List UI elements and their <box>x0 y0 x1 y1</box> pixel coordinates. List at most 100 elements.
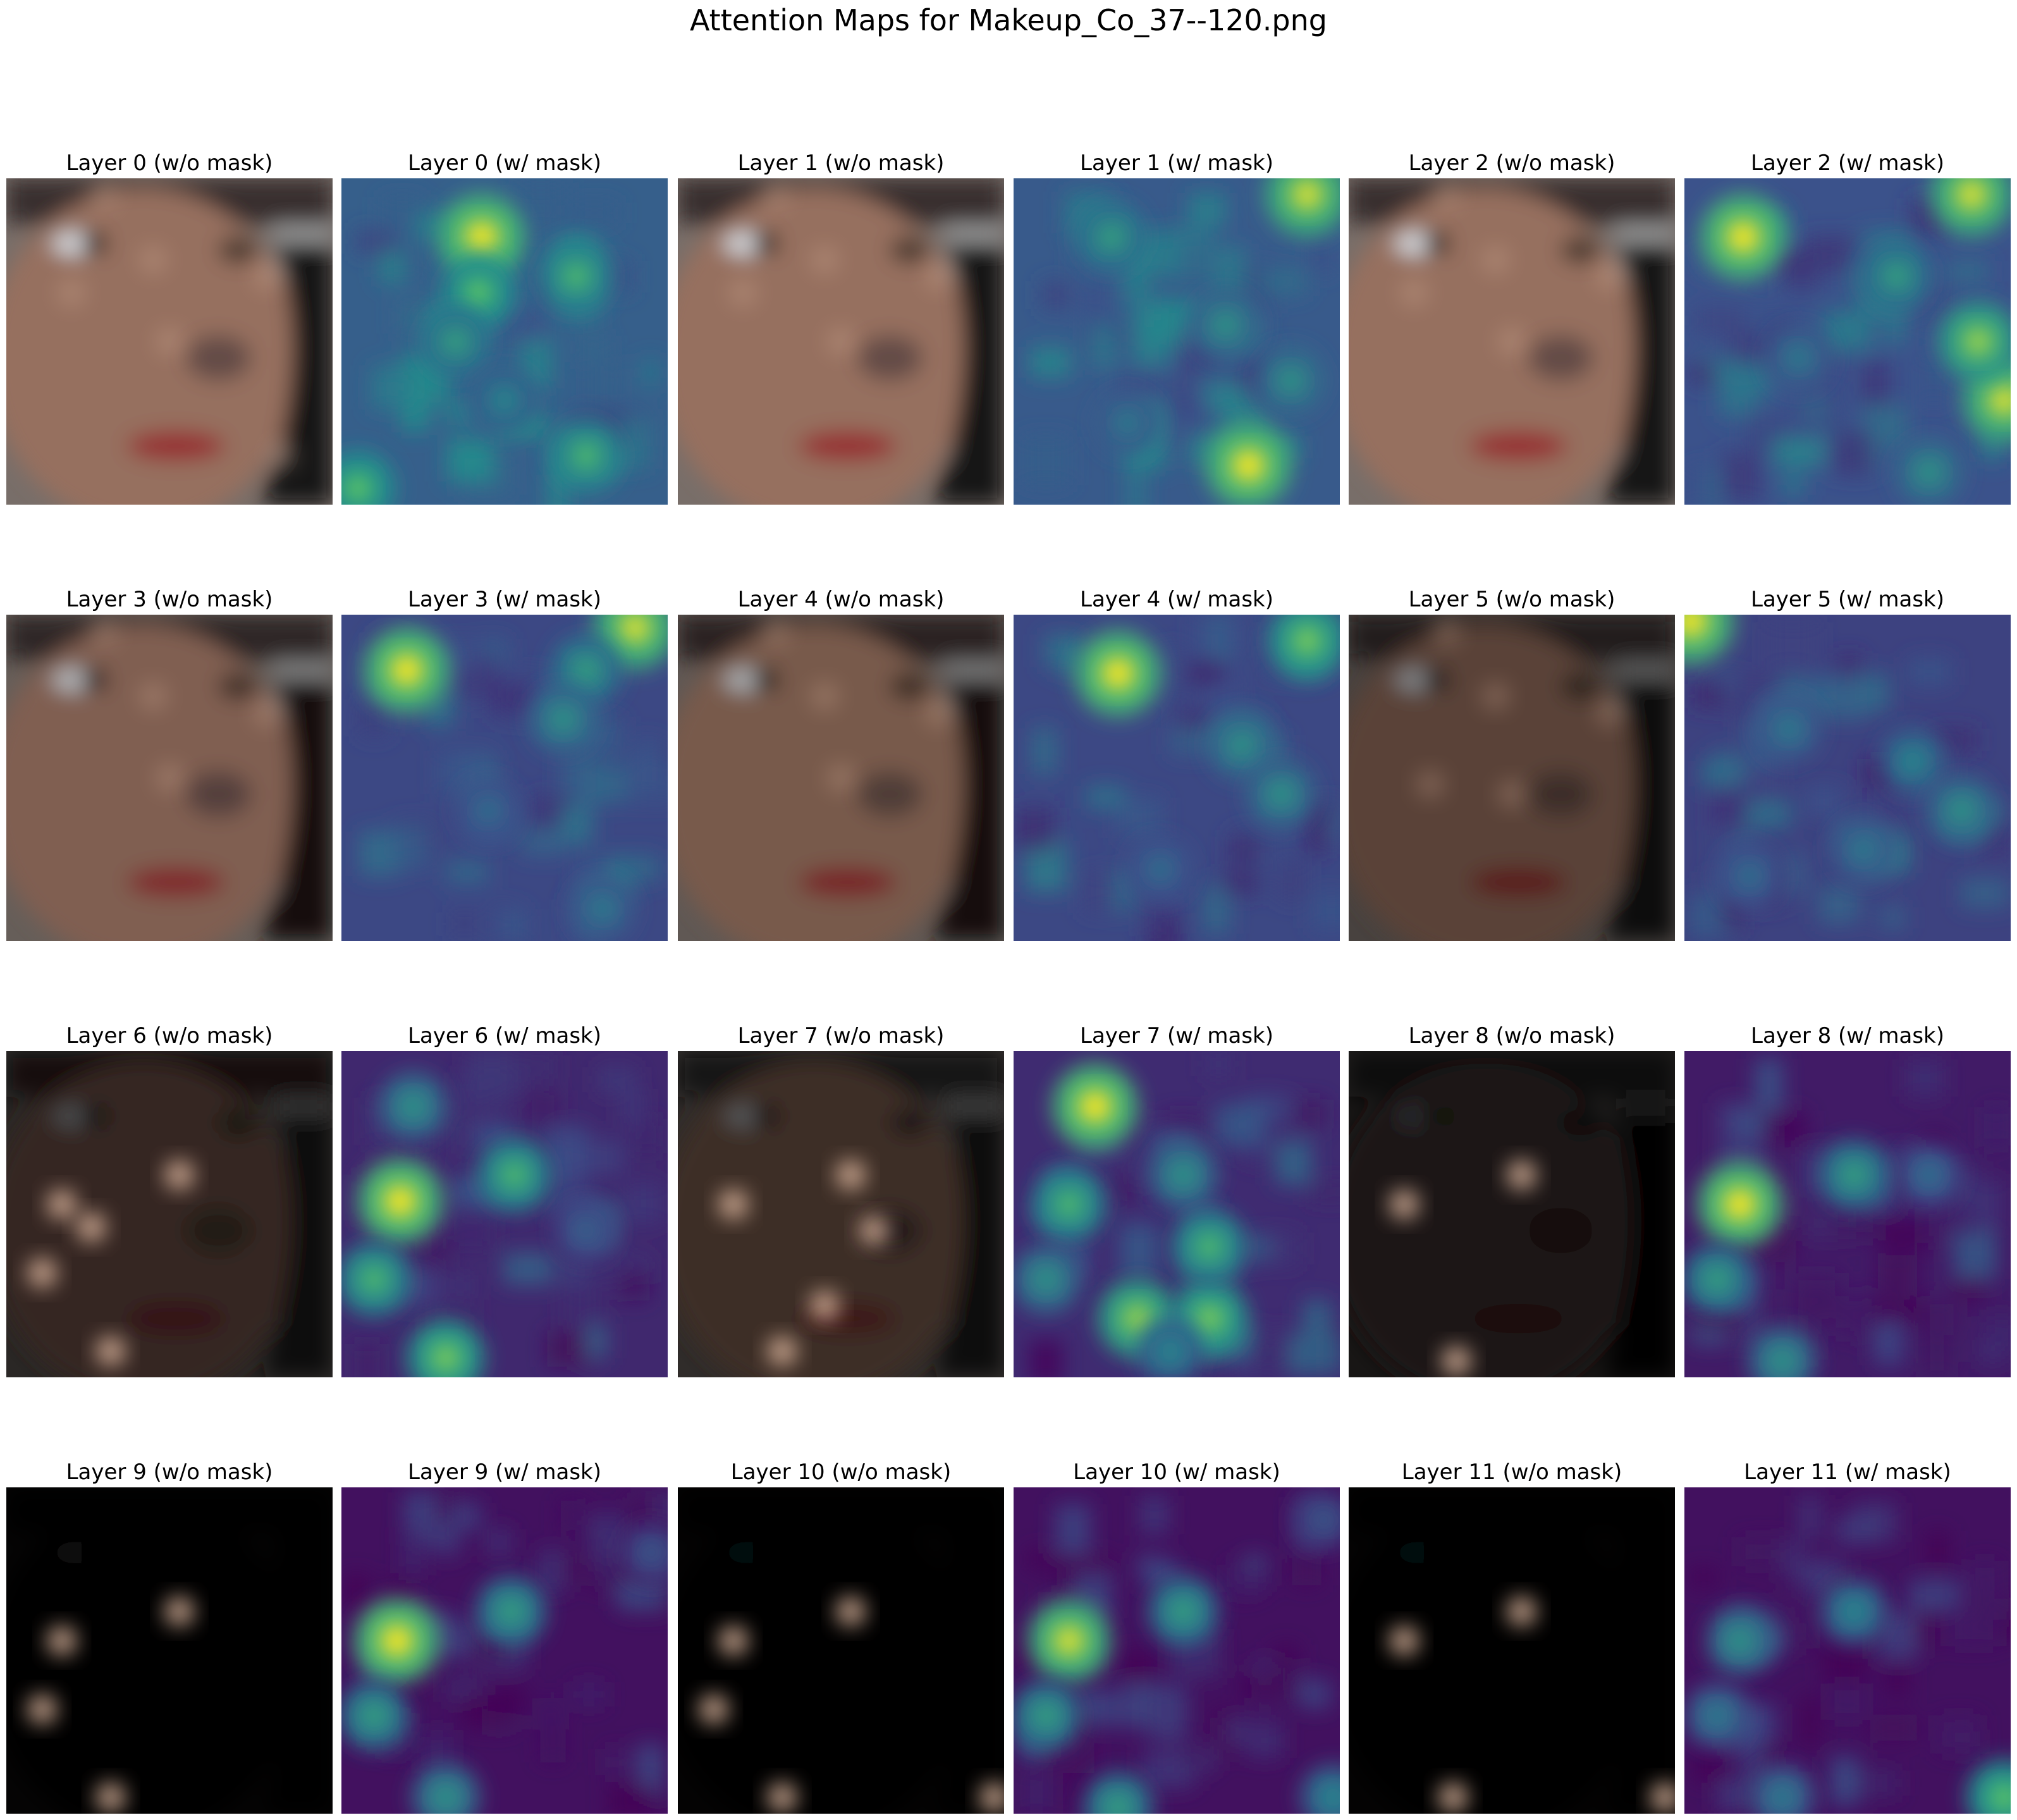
panel-layer-2-w-o-mask <box>1349 178 1675 505</box>
attention-hotspot <box>1170 1599 1196 1624</box>
attention-hotspot <box>360 1266 388 1293</box>
face-eye <box>890 237 929 264</box>
panel-title-layer-6-w-o-mask: Layer 6 (w/o mask) <box>66 1023 273 1048</box>
attention-hotspot <box>1230 733 1254 758</box>
panel-layer-3-w-o-mask <box>6 615 333 941</box>
face-eye <box>1560 1546 1600 1573</box>
attention-hotspot <box>1727 1628 1752 1653</box>
attention-hotspot <box>576 1221 596 1241</box>
image-attention-spot <box>89 616 120 646</box>
attention-hotspot <box>1684 615 1708 638</box>
panel-title-layer-11-w-o-mask: Layer 11 (w/o mask) <box>1401 1460 1622 1485</box>
image-attention-spot <box>1438 1782 1468 1812</box>
face-lips <box>798 867 897 897</box>
panel-title-layer-0-w-mask: Layer 0 (w/ mask) <box>408 151 601 176</box>
attention-hotspot <box>1314 1510 1333 1530</box>
attention-hotspot <box>1901 750 1925 773</box>
face-lips <box>1469 1303 1567 1334</box>
panel-layer-5-w-mask <box>1684 615 2011 941</box>
panel-layer-7-w-mask <box>1014 1051 1340 1377</box>
attention-hotspot <box>1213 313 1238 338</box>
panel-layer-8-w-o-mask <box>1349 1051 1675 1377</box>
attention-hotspot <box>464 278 493 307</box>
image-attention-spot <box>979 1782 1004 1812</box>
attention-hotspot <box>1956 178 1988 211</box>
image-attention-spot <box>718 1190 748 1219</box>
attention-hotspot <box>619 615 651 644</box>
face-lips <box>1469 1740 1567 1770</box>
panel-title-layer-7-w-mask: Layer 7 (w/ mask) <box>1080 1023 1273 1048</box>
image-attention-spot <box>1389 1190 1419 1219</box>
face-eye <box>218 237 258 264</box>
panel-layer-9-w-mask <box>341 1487 668 1814</box>
face-eye <box>218 673 258 700</box>
attention-hotspot <box>1158 1339 1182 1363</box>
image-attention-spot <box>859 1215 888 1246</box>
attention-hotspot <box>572 442 600 469</box>
image-attention-spot <box>809 681 840 711</box>
attention-hotspot <box>1990 1783 2011 1812</box>
panel-title-layer-11-w-mask: Layer 11 (w/ mask) <box>1744 1460 1951 1485</box>
image-attention-spot <box>1507 1160 1536 1190</box>
attention-hotspot <box>401 1094 426 1119</box>
image-attention-spot <box>252 261 283 292</box>
panel-layer-9-w-o-mask <box>6 1487 333 1814</box>
image-attention-spot <box>761 180 791 210</box>
attention-hotspot <box>498 1599 524 1624</box>
panel-title-layer-1-w-o-mask: Layer 1 (w/o mask) <box>737 151 945 176</box>
image-attention-spot <box>1497 326 1527 357</box>
image-attention-spot <box>164 1596 194 1626</box>
image-attention-spot <box>761 616 791 646</box>
image-attention-spot <box>767 1782 797 1812</box>
attention-hotspot <box>1739 865 1760 887</box>
face-lips <box>126 1303 225 1334</box>
image-attention-spot <box>269 441 298 470</box>
attention-hotspot <box>1704 1267 1730 1292</box>
attention-hotspot <box>1033 1703 1059 1728</box>
image-attention-spot <box>728 278 758 307</box>
face-eye <box>218 1109 258 1136</box>
face-lips <box>1469 867 1567 897</box>
attention-hotspot <box>380 1624 414 1657</box>
panel-title-layer-7-w-o-mask: Layer 7 (w/o mask) <box>737 1023 945 1048</box>
image-attention-spot <box>27 1694 57 1725</box>
attention-hotspot <box>1291 178 1323 211</box>
panel-title-layer-9-w-o-mask: Layer 9 (w/o mask) <box>66 1460 273 1485</box>
image-attention-spot <box>164 1160 194 1190</box>
face-eye <box>1560 1109 1600 1136</box>
panel-layer-0-w-o-mask <box>6 178 333 505</box>
attention-hotspot <box>431 1343 460 1372</box>
image-attention-spot <box>1442 1346 1471 1376</box>
face-eye <box>890 673 929 700</box>
panel-title-layer-5-w-mask: Layer 5 (w/ mask) <box>1751 587 1944 612</box>
attention-hotspot <box>434 1785 458 1810</box>
attention-hotspot <box>1321 1786 1340 1809</box>
image-attention-spot <box>1595 261 1625 292</box>
image-attention-spot <box>836 1596 866 1626</box>
attention-hotspot <box>1034 1267 1058 1292</box>
face-eye <box>218 1546 258 1573</box>
attention-hotspot <box>1194 1304 1224 1333</box>
panel-title-layer-5-w-o-mask: Layer 5 (w/o mask) <box>1408 587 1615 612</box>
attention-hotspot <box>1232 449 1265 482</box>
image-attention-spot <box>1650 1782 1675 1812</box>
face-lips <box>1469 431 1567 461</box>
image-attention-spot <box>95 1782 126 1812</box>
attention-hotspot <box>551 707 575 731</box>
panel-title-layer-2-w-o-mask: Layer 2 (w/o mask) <box>1408 151 1615 176</box>
image-attention-spot <box>1497 779 1527 809</box>
image-attention-spot <box>718 1626 748 1656</box>
attention-hotspot <box>1723 1188 1756 1221</box>
image-attention-spot <box>76 1212 106 1242</box>
attention-hotspot <box>501 1161 528 1189</box>
image-attention-spot <box>826 326 856 357</box>
panel-title-layer-3-w-mask: Layer 3 (w/ mask) <box>408 587 601 612</box>
face-lips <box>798 1740 897 1770</box>
attention-hotspot <box>1196 1233 1223 1260</box>
image-attention-spot <box>1415 770 1445 799</box>
attention-hotspot <box>361 1703 387 1728</box>
attention-hotspot <box>1117 412 1139 434</box>
attention-hotspot <box>591 897 614 919</box>
image-attention-spot <box>47 1190 77 1219</box>
attention-hotspot <box>390 653 423 687</box>
